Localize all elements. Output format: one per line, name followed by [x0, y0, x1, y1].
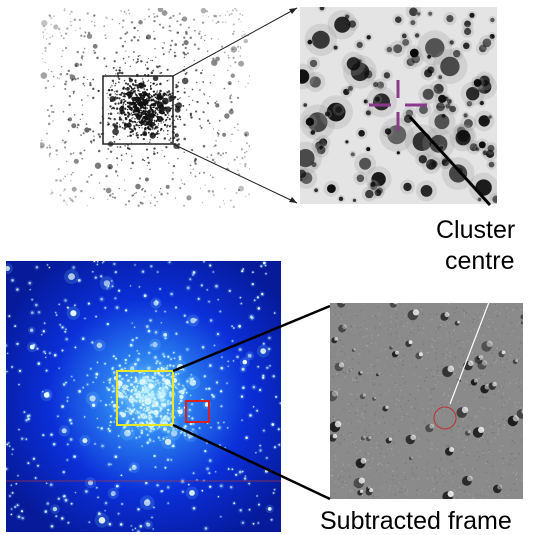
subtracted-frame-image [330, 303, 523, 499]
zoomed-core-svg [300, 7, 497, 204]
top-zoom-connector-lower [172, 143, 298, 204]
top-connector-arrowhead-lower [289, 197, 297, 203]
bottom-zoom-connector-lower [172, 423, 331, 501]
top-zoom-box [102, 75, 174, 145]
cluster-centre-crosshair [369, 80, 427, 131]
bottom-zoom-box [116, 370, 174, 426]
zoomed-core-image [300, 7, 497, 204]
residual-svg [330, 303, 523, 499]
cluster-centre-pointer-bottom [449, 275, 500, 405]
residual-centre-circle [433, 406, 457, 430]
cluster-centre-label-line2: centre [445, 247, 515, 275]
top-zoom-connector-upper [172, 7, 298, 77]
blue-cluster-image [6, 261, 281, 532]
cluster-centre-label-line1: Cluster [436, 216, 516, 244]
top-connector-arrowhead-upper [289, 8, 297, 14]
subtracted-frame-label: Subtracted frame [320, 507, 512, 535]
bottom-zoom-connector-upper [172, 304, 331, 373]
cluster-centre-pointer-top [408, 115, 492, 207]
blue-field-svg [6, 261, 281, 532]
secondary-region-box [185, 400, 210, 423]
